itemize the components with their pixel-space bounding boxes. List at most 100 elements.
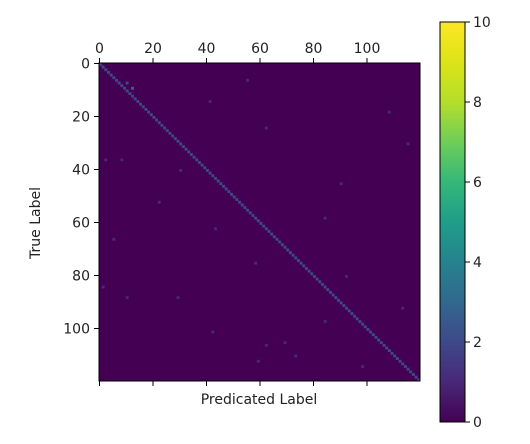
diagonal-cell [339, 301, 343, 305]
heatmap-cell [125, 81, 129, 85]
diagonal-cell [115, 78, 118, 82]
diagonal-cell [144, 108, 148, 111]
diagonal-cell [342, 304, 346, 307]
y-tick-label: 20 [72, 110, 90, 126]
diagonal-cell [387, 349, 391, 353]
diagonal-cell [403, 365, 407, 368]
diagonal-cell [366, 328, 370, 331]
colorbar-ticks: 0 2 4 6 8 10 [465, 15, 491, 431]
heatmap-cell [254, 261, 258, 265]
diagonal-cell [112, 76, 116, 80]
heatmap-cell [131, 86, 134, 90]
diagonal-cell [155, 118, 159, 122]
diagonal-cell [299, 261, 303, 265]
diagonal-cell [165, 129, 169, 133]
diagonal-cell [315, 277, 319, 281]
diagonal-cell [157, 121, 161, 125]
diagonal-cell [219, 182, 223, 186]
diagonal-cell [222, 184, 225, 188]
diagonal-cell [168, 131, 172, 135]
diagonal-cell [326, 288, 330, 292]
diagonal-cell [390, 351, 394, 355]
heatmap-cell [361, 365, 365, 368]
colorbar-tick-label: 10 [473, 15, 491, 31]
heatmap-cell [323, 320, 327, 323]
diagonal-cell [240, 203, 244, 207]
diagonal-cell [347, 309, 351, 313]
diagonal-cell [243, 206, 247, 209]
diagonal-cell [310, 272, 314, 276]
x-tick-label: 40 [198, 41, 216, 57]
diagonal-cell [133, 97, 137, 101]
diagonal-cell [331, 293, 335, 297]
diagonal-cell [139, 102, 142, 106]
heatmap-cell [125, 296, 129, 300]
diagonal-cell [160, 123, 164, 127]
heatmap-cell [294, 354, 298, 358]
diagonal-cell [99, 63, 102, 66]
diagonal-cell [141, 105, 145, 109]
heatmap-cell [264, 126, 268, 130]
diagonal-cell [208, 171, 212, 175]
heatmap-cell [406, 142, 410, 146]
y-tick-label: 100 [63, 322, 90, 338]
diagonal-cell [353, 314, 356, 318]
diagonal-cell [278, 240, 282, 244]
colorbar-tick-label: 2 [473, 335, 482, 351]
diagonal-cell [179, 142, 183, 146]
diagonal-cell [176, 139, 180, 143]
colorbar-tick-label: 4 [473, 255, 482, 271]
diagonal-cell [195, 158, 199, 162]
y-axis-ticks: 0 20 40 60 80 100 [63, 57, 99, 338]
diagonal-cell [294, 256, 298, 260]
x-tick-label: 80 [305, 41, 323, 57]
colorbar-tick-label: 0 [473, 415, 482, 431]
diagonal-cell [321, 282, 324, 286]
diagonal-cell [251, 214, 255, 217]
diagonal-cell [377, 338, 381, 342]
heatmap-cell [157, 200, 161, 204]
diagonal-cell [296, 259, 300, 262]
heatmap-cell [339, 182, 343, 186]
x-axis-label: Predicated Label [201, 392, 318, 408]
diagonal-cell [350, 312, 354, 315]
diagonal-cell [291, 253, 295, 257]
diagonal-cell [173, 137, 177, 141]
diagonal-cell [313, 275, 316, 278]
diagonal-cell [163, 126, 167, 130]
heatmap-cell [401, 306, 405, 310]
heatmap-cell [179, 169, 183, 172]
heatmap-cell [208, 100, 212, 103]
diagonal-cell [206, 169, 209, 172]
diagonal-cell [189, 153, 193, 156]
diagonal-cell [334, 296, 338, 300]
diagonal-cell [406, 367, 410, 371]
diagonal-cell [329, 290, 332, 294]
heatmap-cell [256, 359, 260, 363]
diagonal-cell [358, 320, 362, 323]
diagonal-cell [227, 190, 231, 194]
diagonal-cell [369, 330, 373, 334]
heatmap-cell [104, 158, 108, 162]
diagonal-cell [337, 298, 340, 302]
heatmap-cell [176, 296, 180, 300]
diagonal-cell [275, 237, 279, 241]
y-tick-label: 60 [72, 216, 90, 232]
x-tick-label: 100 [354, 41, 381, 57]
y-tick-label: 80 [72, 269, 90, 285]
diagonal-cell [270, 232, 274, 236]
diagonal-cell [307, 269, 311, 273]
diagonal-cell [355, 317, 359, 321]
diagonal-cell [371, 333, 375, 337]
diagonal-cell [254, 216, 258, 220]
diagonal-cell [379, 341, 383, 345]
diagonal-cell [393, 354, 397, 358]
diagonal-cell [323, 285, 327, 289]
x-tick-label: 20 [144, 41, 162, 57]
diagonal-cell [385, 346, 389, 350]
diagonal-cell [395, 357, 399, 360]
x-axis-bottom-ticks [99, 381, 368, 386]
diagonal-cell [128, 92, 132, 95]
heatmap-cell [112, 237, 116, 241]
